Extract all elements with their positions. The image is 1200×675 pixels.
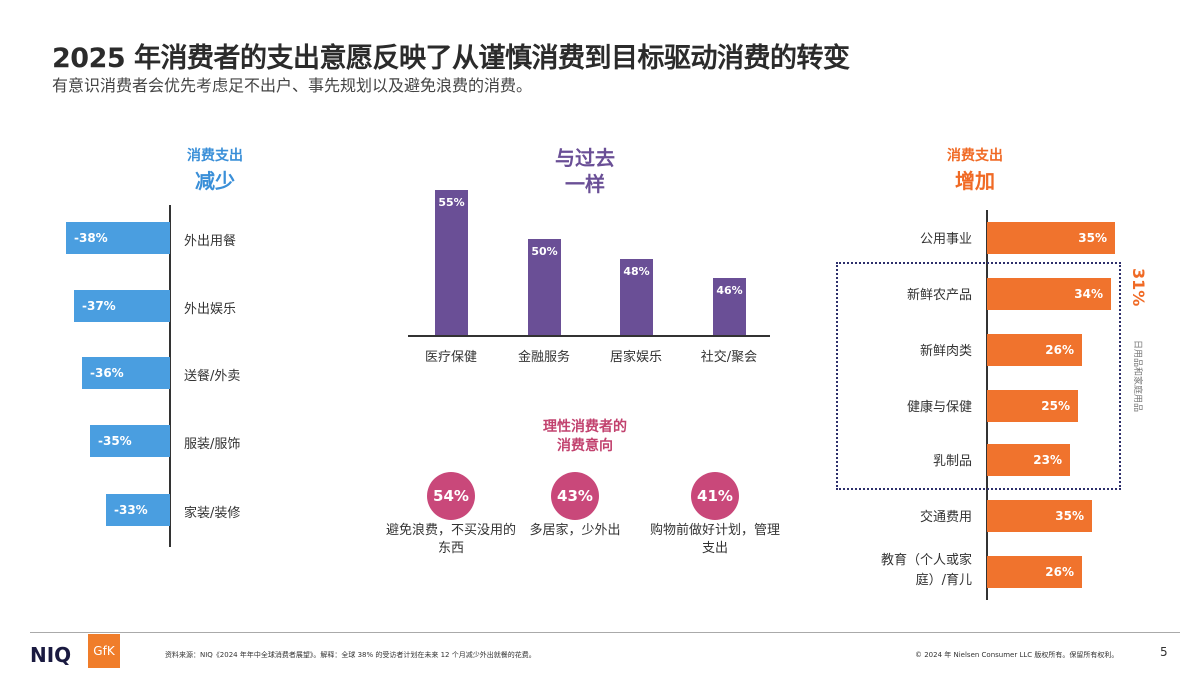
increase-bar: 35% <box>987 500 1092 532</box>
niq-logo: NIQ <box>30 643 72 667</box>
same-category-label: 医疗保健 <box>424 350 477 365</box>
grocery-group-label: 日用品和家庭用品 <box>1132 340 1142 413</box>
decrease-bar: -35% <box>90 425 170 457</box>
same-bar: 50% <box>528 238 561 335</box>
increase-category-label: 乳制品 <box>932 454 972 469</box>
same-bar: 46% <box>713 278 746 335</box>
increase-category-label: 公用事业 <box>919 232 972 247</box>
gfk-logo: GfK <box>88 634 120 668</box>
increase-category-label: 教育（个人或家庭）/育儿 <box>880 553 972 588</box>
intent-circle: 54% <box>427 472 475 520</box>
increase-category-label: 新鲜农产品 <box>906 288 972 303</box>
same-category-label: 金融服务 <box>517 350 570 365</box>
page-title: 2025 年消费者的支出意愿反映了从谨慎消费到目标驱动消费的转变 <box>52 43 850 74</box>
increase-bar: 34% <box>987 278 1111 310</box>
increase-bar: 23% <box>987 444 1070 476</box>
footer-copyright: © 2024 年 Nielsen Consumer LLC 版权所有。保留所有权… <box>915 651 1119 659</box>
intent-circle: 43% <box>551 472 599 520</box>
decrease-axis <box>169 205 171 547</box>
increase-bar: 26% <box>987 334 1082 366</box>
increase-heading-line2: 增加 <box>955 169 995 193</box>
increase-category-label: 交通费用 <box>919 510 972 525</box>
same-heading-line1: 与过去 <box>555 146 615 170</box>
increase-heading: 消费支出 增加 <box>920 145 1030 194</box>
increase-category-label: 健康与保健 <box>906 400 972 415</box>
grocery-group-box <box>836 262 1121 490</box>
decrease-bar: -33% <box>106 494 170 526</box>
increase-bar: 35% <box>987 222 1115 254</box>
same-bar: 55% <box>435 189 468 335</box>
footer-source: 资料来源：NIQ《2024 年年中全球消费者展望》。解释：全球 38% 的受访者… <box>165 651 536 659</box>
increase-bar: 25% <box>987 390 1078 422</box>
decrease-bar: -38% <box>66 222 170 254</box>
decrease-heading: 消费支出 减少 <box>160 145 270 194</box>
same-heading-line2: 一样 <box>565 172 605 196</box>
intent-caption: 避免浪费，不买没用的东西 <box>386 523 517 556</box>
same-axis <box>408 335 770 337</box>
decrease-category-label: 送餐/外卖 <box>184 369 241 384</box>
decrease-category-label: 家装/装修 <box>184 506 241 521</box>
same-category-label: 社交/聚会 <box>700 350 758 365</box>
page-subtitle: 有意识消费者会优先考虑足不出户、事先规划以及避免浪费的消费。 <box>52 76 533 95</box>
same-heading: 与过去 一样 <box>520 145 650 197</box>
intent-caption: 购物前做好计划，管理支出 <box>650 523 781 556</box>
same-bar: 48% <box>620 258 653 335</box>
intent-heading-line2: 消费意向 <box>557 438 613 454</box>
footer-divider <box>30 632 1180 633</box>
decrease-category-label: 服装/服饰 <box>184 437 241 452</box>
intent-caption: 多居家，少外出 <box>529 523 621 538</box>
decrease-heading-line1: 消费支出 <box>187 148 243 164</box>
increase-heading-line1: 消费支出 <box>947 148 1003 164</box>
decrease-bar: -37% <box>74 290 170 322</box>
decrease-category-label: 外出用餐 <box>184 234 237 249</box>
same-category-label: 居家娱乐 <box>609 350 662 365</box>
increase-bar: 26% <box>987 556 1082 588</box>
intent-heading-line1: 理性消费者的 <box>543 419 627 435</box>
intent-heading: 理性消费者的 消费意向 <box>510 418 660 456</box>
decrease-bar: -36% <box>82 357 170 389</box>
decrease-category-label: 外出娱乐 <box>184 302 237 317</box>
decrease-heading-line2: 减少 <box>195 169 235 193</box>
intent-circle: 41% <box>691 472 739 520</box>
page-number: 5 <box>1160 645 1168 659</box>
increase-category-label: 新鲜肉类 <box>919 344 972 359</box>
grocery-group-value: 31% <box>1129 268 1148 307</box>
